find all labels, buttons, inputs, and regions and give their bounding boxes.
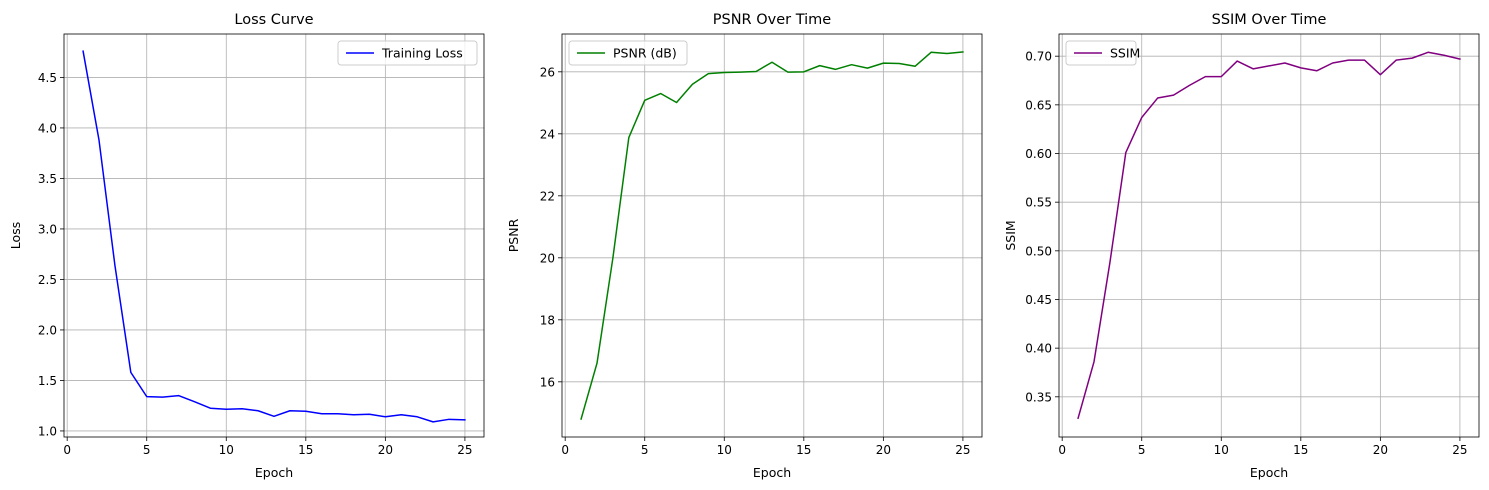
y-axis-label: Loss <box>8 222 23 249</box>
chart-title: Loss Curve <box>234 12 313 28</box>
y-tick-label: 0.70 <box>1025 50 1052 64</box>
x-tick-label: 0 <box>1058 443 1066 457</box>
y-tick-label: 0.45 <box>1025 293 1052 307</box>
x-tick-label: 5 <box>1138 443 1146 457</box>
legend-box <box>337 40 478 66</box>
x-tick-label: 15 <box>1293 443 1308 457</box>
y-tick-label: 4.0 <box>38 121 57 135</box>
x-tick-label: 25 <box>955 443 970 457</box>
legend-label: Training Loss <box>381 46 463 61</box>
x-tick-label: 10 <box>219 443 234 457</box>
y-tick-label: 0.65 <box>1025 98 1052 112</box>
series-line-training-loss <box>82 50 466 423</box>
x-tick-label: 20 <box>876 443 891 457</box>
x-tick-label: 20 <box>378 443 393 457</box>
x-tick-label: 15 <box>298 443 313 457</box>
y-tick-label: 0.35 <box>1025 390 1052 404</box>
x-tick-label: 0 <box>561 443 569 457</box>
x-tick-label: 15 <box>796 443 811 457</box>
y-tick-label: 3.5 <box>38 172 57 186</box>
axes-frame <box>1058 33 1480 438</box>
chart-panel-3: 0 5 10 15 20 25 0.35 0.40 0.45 0.50 0.55 0.60 0.65 0.… <box>1003 12 1480 480</box>
y-tick-label: 20 <box>540 251 555 265</box>
y-tick-label: 18 <box>540 313 555 327</box>
axes-frame <box>63 33 485 438</box>
y-tick-label: 0.55 <box>1025 196 1052 210</box>
y-tick-label: 1.5 <box>38 374 57 388</box>
y-tick-label: 1.0 <box>38 424 57 438</box>
legend: PSNR (dB) <box>568 40 688 66</box>
legend-label: PSNR (dB) <box>613 46 677 61</box>
series-line-ssim <box>1077 51 1461 420</box>
chart-panel-2: 0 5 10 15 20 25 16 18 20 22 24 26 PSNR Over Time Epoc… <box>506 12 983 480</box>
y-tick-label: 0.40 <box>1025 342 1052 356</box>
x-tick-label: 20 <box>1373 443 1388 457</box>
y-tick-label: 2.5 <box>38 273 57 287</box>
chart-title: PSNR Over Time <box>713 12 832 28</box>
y-axis-label: PSNR <box>506 218 521 252</box>
y-tick-label: 4.5 <box>38 71 57 85</box>
y-tick-label: 26 <box>540 65 555 79</box>
axes-frame <box>561 33 983 438</box>
y-axis-label: SSIM <box>1003 220 1018 250</box>
legend: SSIM <box>1065 40 1140 66</box>
x-tick-label: 25 <box>457 443 472 457</box>
x-tick-label: 10 <box>717 443 732 457</box>
legend: Training Loss <box>337 40 478 66</box>
x-tick-label: 0 <box>63 443 71 457</box>
x-axis-label: Epoch <box>753 465 791 480</box>
chart-panel-1: 0 5 10 15 20 25 1.0 1.5 2.0 2.5 3.0 3.5 4.0 4.5 Loss C… <box>8 12 485 480</box>
x-tick-label: 10 <box>1214 443 1229 457</box>
y-tick-label: 22 <box>540 189 555 203</box>
y-tick-label: 2.0 <box>38 323 57 337</box>
chart-title: SSIM Over Time <box>1212 12 1327 28</box>
y-tick-label: 24 <box>540 127 555 141</box>
x-axis-label: Epoch <box>1250 465 1288 480</box>
y-tick-label: 16 <box>540 375 555 389</box>
x-axis-label: Epoch <box>255 465 293 480</box>
legend-label: SSIM <box>1110 46 1140 61</box>
legend-box <box>568 40 688 66</box>
y-tick-label: 0.50 <box>1025 244 1052 258</box>
x-tick-label: 5 <box>143 443 151 457</box>
y-tick-label: 0.60 <box>1025 147 1052 161</box>
series-line-psnr-db <box>580 51 964 420</box>
x-tick-label: 25 <box>1452 443 1467 457</box>
y-tick-label: 3.0 <box>38 222 57 236</box>
x-tick-label: 5 <box>641 443 649 457</box>
